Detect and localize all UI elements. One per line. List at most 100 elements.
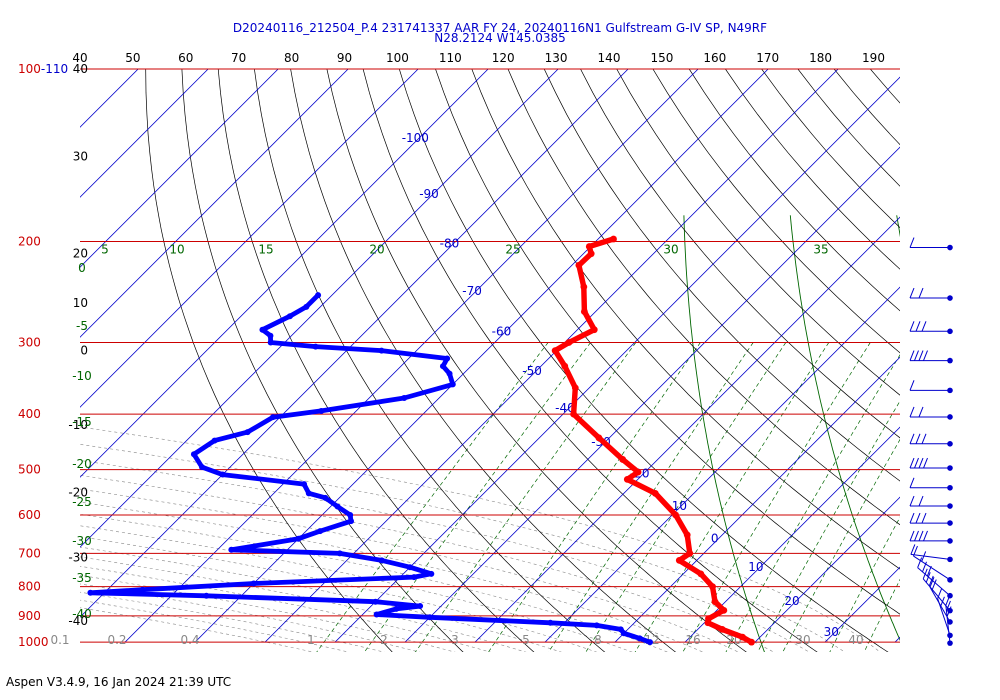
temperature-point: [590, 326, 598, 334]
top-scale-tick: 50: [125, 51, 140, 65]
mixing-ratio-bottom-label: 5: [522, 633, 530, 647]
moist-adiabat: [80, 513, 669, 652]
dewpoint-point: [322, 494, 329, 501]
dry-adiabat: [217, 69, 535, 652]
dewpoint-point: [267, 339, 274, 346]
left-scale-tick: -30: [68, 551, 88, 565]
temperature-point: [570, 410, 577, 418]
mixing-ratio-line: [316, 342, 549, 652]
temperature-point: [709, 583, 716, 591]
dry-adiabat: [870, 69, 900, 104]
mixing-ratio-line: [757, 400, 900, 652]
dewpoint-point: [378, 557, 385, 564]
isotherm-label: -80: [440, 237, 460, 251]
theta-e-label: -5: [76, 319, 88, 333]
wind-barb-flag: [928, 575, 934, 587]
wind-barb-flag: [922, 568, 928, 579]
isotherm-label: -90: [419, 187, 439, 201]
wind-barb-flag: [921, 433, 927, 444]
isotherm-line: [80, 69, 489, 478]
mixing-ratio-line: [415, 342, 637, 652]
moist-adiabat: [80, 574, 456, 652]
moist-adiabat: [80, 583, 421, 652]
temperature-point: [575, 261, 583, 269]
wind-barb-flag: [909, 495, 915, 507]
dewpoint-point: [139, 586, 146, 593]
temperature-point: [585, 243, 593, 250]
wind-barb-flag: [918, 530, 924, 542]
moist-adiabat: [80, 599, 350, 652]
temperature-point: [623, 475, 631, 483]
wind-barb-flag: [923, 457, 928, 469]
moist-adiabat: [80, 426, 881, 652]
theta-e-line: [896, 215, 900, 238]
dewpoint-point: [449, 381, 456, 388]
mixing-ratio-bottom-label: 3: [451, 633, 459, 647]
left-scale-tick: 10: [73, 296, 88, 310]
dry-adiabat: [290, 69, 676, 652]
moist-adiabat: [80, 536, 598, 652]
mixing-ratio-line: [863, 578, 900, 652]
temperature-point: [739, 633, 746, 641]
mixing-ratio-top-label: 10: [169, 243, 184, 257]
mixing-ratio-line: [782, 438, 900, 652]
mixing-ratio-bottom-label: 0.2: [107, 633, 126, 647]
mixing-ratio-bottom-label: 40: [848, 633, 863, 647]
wind-barb-flag: [914, 350, 919, 361]
pressure-label: 800: [18, 580, 41, 594]
wind-barb-flag: [945, 595, 951, 606]
mixing-ratio-top-label: 15: [258, 243, 273, 257]
dry-adiabat: [907, 69, 1000, 654]
isotherm-label: 10: [748, 560, 763, 574]
dry-adiabat: [797, 69, 900, 187]
mixing-ratio-line: [725, 354, 900, 652]
temperature-point: [683, 531, 691, 539]
wind-barb-flag: [914, 457, 919, 469]
dewpoint-point: [620, 630, 627, 637]
wind-barb-flag: [926, 565, 932, 577]
dry-adiabat: [580, 69, 900, 439]
wind-barb-flag: [915, 321, 921, 332]
dry-adiabat: [979, 69, 1000, 654]
wind-barb-flag: [929, 576, 935, 588]
mixing-ratio-line: [634, 342, 830, 652]
isotherm-label: 20: [784, 594, 799, 608]
temperature-point: [651, 489, 659, 497]
temperature-point: [595, 434, 603, 442]
temperature-point: [561, 362, 569, 370]
isotherm-line: [474, 216, 900, 643]
wind-barb-flag: [909, 477, 915, 488]
wind-barb-flag: [909, 512, 915, 524]
dry-adiabat: [471, 69, 900, 570]
dewpoint-point: [393, 605, 400, 612]
isotherm-line: [404, 146, 900, 643]
isotherm-line: [754, 496, 900, 643]
wind-barb-flag: [937, 588, 943, 599]
dry-adiabat: [507, 69, 900, 526]
mixing-ratio-bottom-label: 2: [380, 633, 388, 647]
theta-e-line: [789, 215, 900, 642]
dewpoint-point: [244, 429, 251, 436]
wind-barb-flag: [922, 561, 927, 573]
dewpoint-point: [401, 395, 408, 402]
dewpoint-point: [295, 535, 302, 542]
mixing-ratio-top-label: 25: [505, 243, 520, 257]
dewpoint-point: [647, 639, 653, 646]
isotherm-line: [80, 69, 279, 268]
wind-barb-flag: [945, 600, 951, 612]
pressure-label: 700: [18, 546, 41, 560]
wind-barb-shaft: [913, 555, 951, 581]
theta-e-label: 0: [78, 261, 86, 275]
pressure-label: 900: [18, 609, 41, 623]
wind-barb-flag: [946, 606, 952, 617]
dewpoint-point: [190, 451, 197, 458]
isotherm-line: [80, 69, 629, 618]
temperature-point: [634, 468, 642, 476]
dewpoint-point: [417, 603, 424, 610]
isotherm-line: [684, 426, 900, 643]
temperature-point: [580, 283, 588, 291]
temperature-point: [697, 570, 705, 578]
isotherm-label: -40: [555, 401, 575, 415]
temperature-point: [711, 598, 719, 606]
wind-barb-flag: [912, 545, 918, 557]
